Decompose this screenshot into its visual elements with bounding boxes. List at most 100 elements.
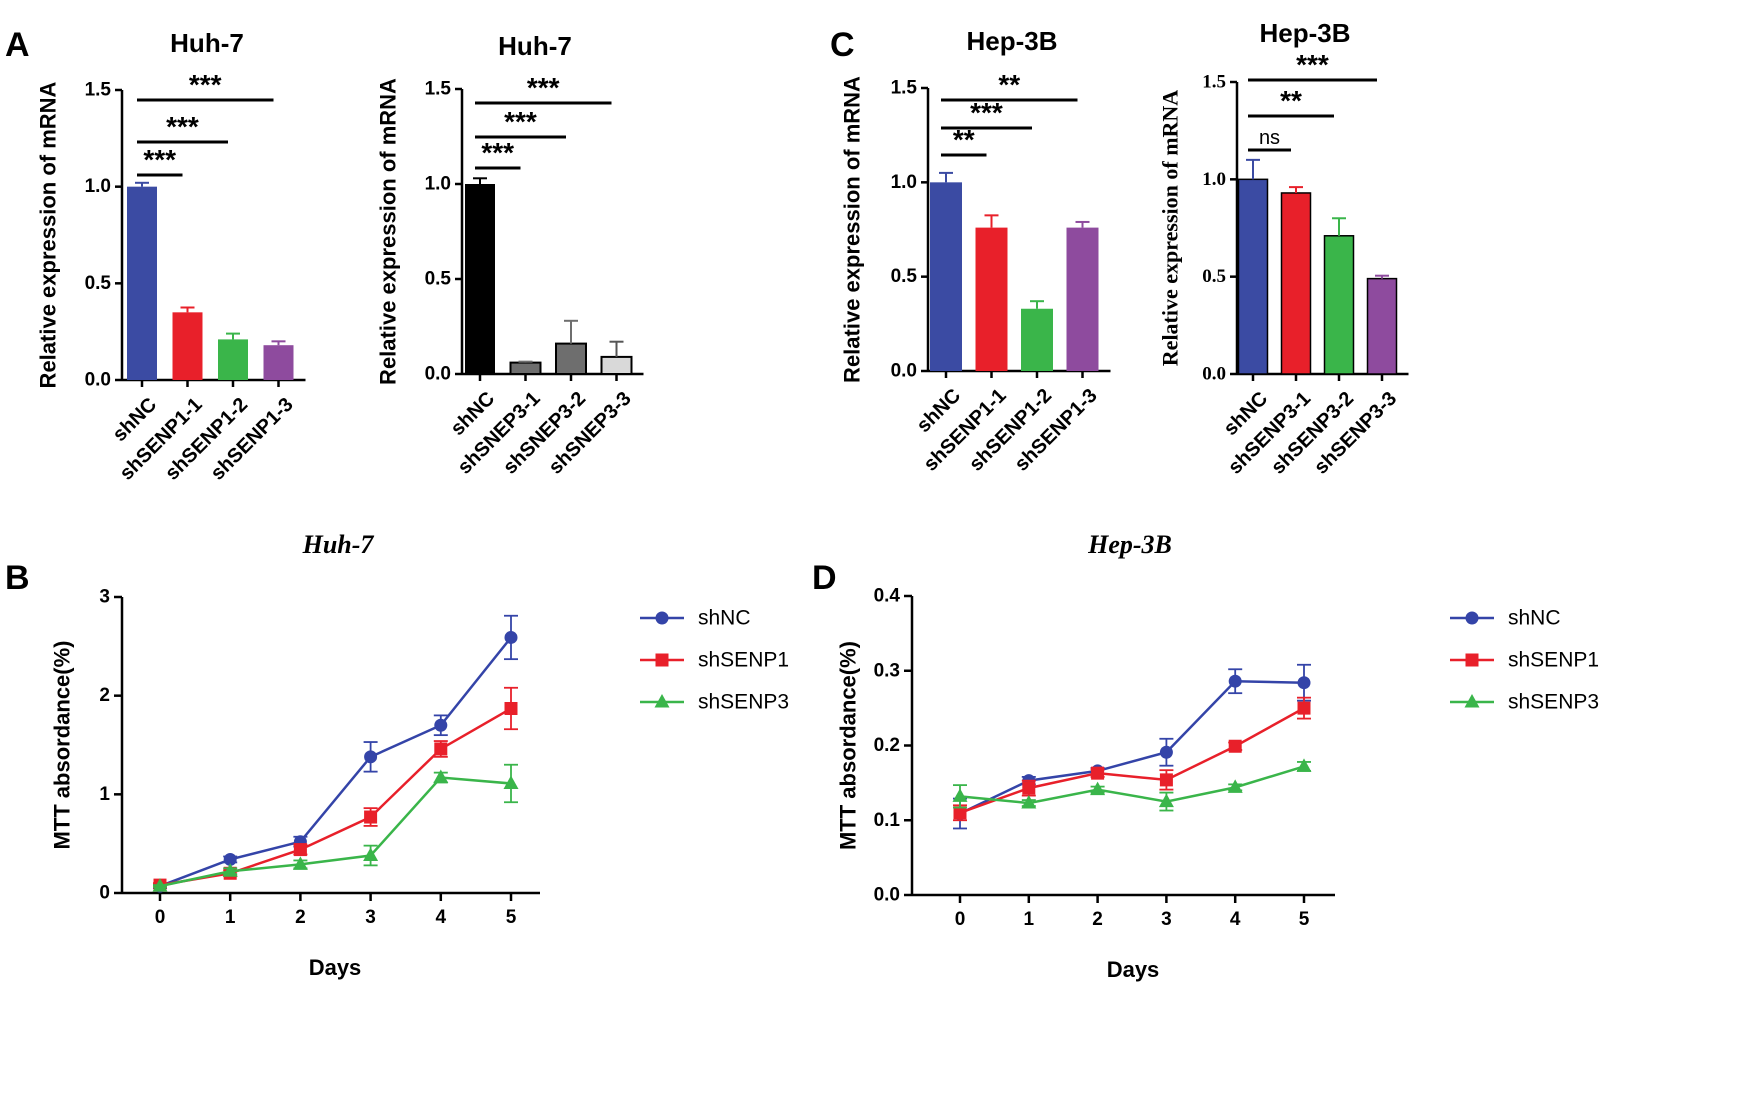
legend-label: shSENP3	[698, 691, 789, 714]
marker-square	[655, 653, 669, 667]
series-line	[959, 765, 1305, 805]
x-tick-label: 1	[1024, 909, 1035, 930]
y-tick-label: 2	[99, 685, 110, 706]
y-axis-label: Relative expression of mRNA	[1158, 90, 1183, 366]
x-tick-label: 1	[225, 907, 236, 928]
bar-shNC	[465, 184, 495, 374]
marker-triangle	[1464, 694, 1480, 708]
y-axis-label: MTT absordance(%)	[50, 640, 75, 849]
series-shSENP1	[953, 696, 1311, 822]
marker-circle	[1297, 676, 1311, 690]
chart-title: Hep-3B	[1259, 18, 1350, 48]
marker-square	[364, 810, 378, 824]
bar-shSENP3-2	[1323, 235, 1355, 375]
marker-triangle	[654, 694, 670, 708]
marker-triangle	[1158, 793, 1174, 808]
legend-item-shSENP1: shSENP1	[1450, 649, 1599, 672]
series-shNC	[153, 614, 518, 893]
significance-label: ***	[166, 111, 199, 142]
line-chart-Huh-7: Huh-7 0 1 2 3 0 1 2 3 4 5 MTT absordance(%) Days shNC…	[50, 530, 790, 980]
marker-square	[434, 742, 448, 756]
bar-shSENP1-3	[1066, 227, 1099, 371]
bar-shSENP1-1	[975, 227, 1008, 371]
marker-circle	[1465, 611, 1479, 625]
x-tick-label: 2	[1092, 909, 1103, 930]
legend-item-shNC: shNC	[640, 607, 751, 630]
marker-triangle	[1090, 781, 1106, 796]
bar-chart-4: Hep-3B 0.0 0.5 1.0 1.5 Relative expression of…	[1158, 18, 1409, 479]
marker-circle	[364, 750, 378, 764]
legend-item-shSENP3: shSENP3	[640, 691, 789, 714]
x-tick-label: 3	[365, 907, 376, 928]
x-tick-label: 0	[155, 907, 166, 928]
significance-label: ***	[189, 69, 222, 100]
y-tick-label: 1.0	[425, 174, 451, 195]
significance-label: **	[998, 69, 1020, 100]
series-shSENP3	[952, 758, 1312, 812]
panel-letter: D	[812, 559, 837, 597]
x-tick-label: 4	[436, 907, 447, 928]
y-tick-label: 0.4	[874, 586, 901, 607]
marker-triangle	[1227, 779, 1243, 793]
marker-triangle	[1296, 758, 1312, 772]
marker-circle	[655, 611, 669, 625]
y-tick-label: 0.1	[874, 810, 901, 831]
x-tick-label: 2	[295, 907, 306, 928]
y-tick-label: 1.0	[891, 172, 917, 193]
significance-label: ***	[1296, 49, 1329, 80]
y-tick-label: 0.5	[891, 266, 918, 287]
marker-square	[1465, 653, 1479, 667]
legend-label: shNC	[1508, 607, 1561, 630]
legend-label: shSENP3	[1508, 691, 1599, 714]
marker-triangle	[1021, 795, 1037, 809]
series-line	[959, 707, 1305, 814]
marker-triangle	[152, 878, 168, 892]
series-line	[159, 776, 512, 888]
chart-title: Hep-3B	[966, 26, 1057, 56]
y-tick-label: 0	[99, 883, 110, 904]
series-shSENP3	[152, 763, 519, 892]
legend-label: shNC	[698, 607, 751, 630]
y-axis-label: MTT absordance(%)	[836, 641, 861, 850]
y-tick-label: 0.0	[425, 364, 451, 385]
marker-square	[1022, 781, 1036, 795]
bar-shSENP1-2	[218, 339, 248, 380]
marker-square	[953, 806, 967, 820]
bar-chart-3: Hep-3B 0.0 0.5 1.0 1.5 Relative expression of…	[840, 26, 1111, 476]
marker-square	[504, 701, 518, 715]
y-tick-label: 1.5	[1202, 72, 1226, 93]
y-tick-label: 0.5	[1202, 266, 1226, 287]
x-tick-label: 4	[1230, 909, 1241, 930]
marker-triangle	[503, 775, 519, 789]
marker-triangle	[363, 847, 379, 862]
marker-triangle	[292, 856, 308, 870]
bar-shSENP1-2	[1021, 308, 1053, 371]
y-tick-label: 1.0	[1202, 169, 1226, 190]
chart-title: Hep-3B	[1087, 530, 1172, 559]
y-tick-label: 1.0	[85, 176, 111, 197]
significance-label: **	[953, 124, 975, 155]
significance-label: ***	[481, 137, 514, 168]
chart-title: Huh-7	[498, 31, 572, 61]
significance-label: ***	[504, 106, 537, 137]
panel-letter: C	[830, 26, 855, 64]
bar-chart-1: Huh-7 0.0 0.5 1.0 1.5 Relative expression of …	[36, 28, 306, 485]
y-tick-label: 0.0	[1202, 364, 1226, 385]
y-tick-label: 0.3	[874, 660, 900, 681]
y-tick-label: 3	[99, 587, 110, 608]
legend-item-shSENP3: shSENP3	[1450, 691, 1599, 714]
y-tick-label: 0.0	[874, 885, 900, 906]
marker-square	[1159, 773, 1173, 787]
y-axis-label: Relative expression of mRNA	[376, 78, 401, 385]
bar-shSNEP3-2	[555, 342, 587, 376]
marker-square	[1091, 766, 1105, 780]
significance-label: ***	[143, 144, 176, 175]
marker-square	[1228, 739, 1242, 753]
panel-letter: B	[5, 559, 30, 597]
series-line	[159, 636, 512, 888]
y-tick-label: 0.2	[874, 735, 900, 756]
significance-label: ***	[527, 72, 560, 103]
legend-item-shNC: shNC	[1450, 607, 1561, 630]
y-tick-label: 0.5	[425, 269, 452, 290]
marker-triangle	[952, 788, 968, 802]
